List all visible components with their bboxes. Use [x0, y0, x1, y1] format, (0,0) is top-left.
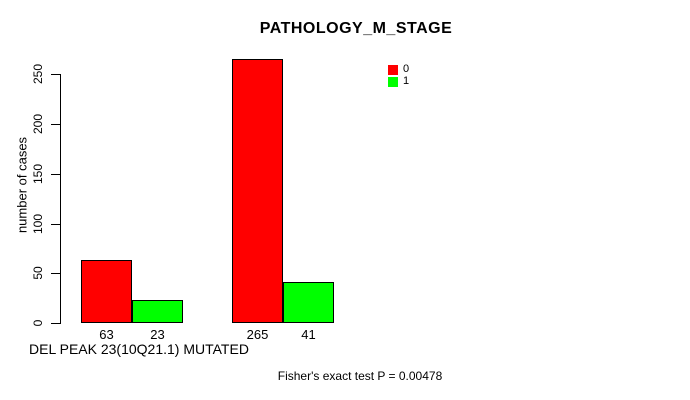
y-tick-label-0: 0: [31, 319, 45, 327]
bar-series-1-group-1: [132, 300, 183, 323]
legend-swatch-1: [388, 76, 398, 87]
y-axis-line: [60, 74, 61, 323]
y-tick-50: [51, 273, 61, 274]
bar-series-1-group-2: [283, 282, 334, 323]
y-tick-100: [51, 224, 61, 225]
y-tick-0: [51, 323, 61, 324]
y-tick-label-50: 50: [31, 266, 45, 280]
x-axis-title: DEL PEAK 23(10Q21.1) MUTATED: [29, 341, 249, 357]
bar-count-label: 63: [99, 327, 114, 342]
y-tick-label-200: 200: [31, 113, 45, 135]
y-tick-label-100: 100: [31, 213, 45, 235]
legend-row-1: 1: [388, 76, 409, 87]
chart-title: PATHOLOGY_M_STAGE: [259, 20, 453, 37]
bar-series-0-group-1: [81, 260, 132, 323]
y-tick-250: [51, 74, 61, 75]
y-tick-150: [51, 174, 61, 175]
legend-label-1: 1: [403, 75, 410, 87]
y-tick-label-150: 150: [31, 163, 45, 185]
legend-swatch-0: [388, 64, 398, 75]
y-tick-label-250: 250: [31, 63, 45, 85]
bar-series-0-group-2: [232, 59, 283, 323]
bar-count-label: 265: [246, 327, 269, 342]
legend-label-0: 0: [403, 63, 410, 75]
bar-count-label: 23: [150, 327, 165, 342]
footnote-pvalue: Fisher's exact test P = 0.00478: [277, 369, 443, 383]
y-axis-title: number of cases: [14, 136, 30, 234]
bar-count-label: 41: [301, 327, 316, 342]
y-tick-200: [51, 124, 61, 125]
legend-row-0: 0: [388, 64, 409, 75]
